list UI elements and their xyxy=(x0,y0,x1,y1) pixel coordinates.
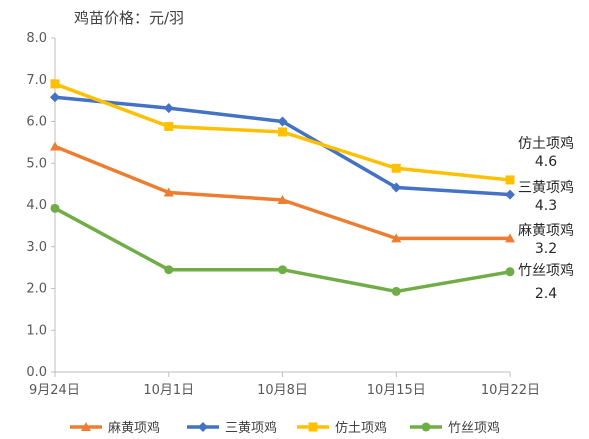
x-tick-label: 9月24日 xyxy=(29,383,80,398)
end-label-value: 4.6 xyxy=(535,154,557,170)
data-point xyxy=(505,175,515,185)
y-tick-label: 7.0 xyxy=(26,73,47,88)
x-tick-label: 10月22日 xyxy=(481,383,540,398)
data-point xyxy=(50,79,60,89)
legend-item: 三黄项鸡 xyxy=(187,420,277,436)
series-line xyxy=(53,95,512,197)
data-point xyxy=(505,189,515,200)
data-point xyxy=(391,286,401,296)
axes: 0.0 1.0 2.0 3.0 4.0 5.0 6.0 7.0 8.0 9月24日 10月1日 10月… xyxy=(26,31,540,398)
data-point xyxy=(163,187,174,197)
x-tick-label: 10月1日 xyxy=(143,383,194,398)
y-tick-label: 4.0 xyxy=(26,198,47,213)
series-2 xyxy=(50,92,515,200)
end-label-value: 4.3 xyxy=(535,198,557,214)
data-point xyxy=(81,422,91,431)
legend-label: 三黄项鸡 xyxy=(225,420,277,436)
data-point xyxy=(505,267,515,277)
legend-label: 竹丝项鸡 xyxy=(448,420,500,436)
data-point xyxy=(278,265,287,275)
data-point xyxy=(50,92,60,103)
data-point xyxy=(505,233,515,243)
series-layer xyxy=(50,79,515,296)
data-point xyxy=(50,141,60,151)
legend-item: 竹丝项鸡 xyxy=(410,420,500,436)
data-point xyxy=(50,203,60,213)
data-point xyxy=(164,122,174,132)
series-line xyxy=(53,206,512,294)
end-labels: 仿土项鸡 4.6 三黄项鸡 4.3 麻黄项鸡 3.2 竹丝项鸡 2.4 xyxy=(518,135,574,302)
y-tick-label: 8.0 xyxy=(26,31,47,46)
data-point xyxy=(277,194,288,204)
end-label-name: 三黄项鸡 xyxy=(518,179,574,196)
y-tick-label: 3.0 xyxy=(26,240,47,255)
data-point xyxy=(391,233,402,243)
series-1 xyxy=(50,141,515,243)
series-4 xyxy=(50,203,515,296)
end-label-name: 仿土项鸡 xyxy=(518,135,574,152)
y-tick-label: 6.0 xyxy=(26,115,47,130)
data-point xyxy=(164,265,174,275)
end-label-value: 2.4 xyxy=(535,286,557,302)
legend: 麻黄项鸡 三黄项鸡 仿土项鸡 竹丝项鸡 xyxy=(70,420,500,436)
series-3 xyxy=(50,79,515,185)
end-label-name: 麻黄项鸡 xyxy=(518,222,574,239)
data-point xyxy=(163,103,174,114)
data-point xyxy=(391,182,402,193)
y-tick-label: 5.0 xyxy=(26,156,47,171)
data-point xyxy=(277,116,288,127)
chart-title: 鸡苗价格：元/羽 xyxy=(74,9,184,27)
legend-label: 仿土项鸡 xyxy=(335,420,387,436)
data-point xyxy=(421,422,431,432)
data-point xyxy=(308,422,318,432)
end-label-name: 竹丝项鸡 xyxy=(518,262,574,279)
y-tick-label: 0.0 xyxy=(26,365,47,380)
x-tick-label: 10月15日 xyxy=(367,383,426,398)
end-label-value: 3.2 xyxy=(535,241,557,257)
x-tick-label: 10月8日 xyxy=(257,383,308,398)
legend-item: 仿土项鸡 xyxy=(297,420,387,436)
data-point xyxy=(198,422,208,432)
data-point xyxy=(278,127,287,137)
y-tick-label: 2.0 xyxy=(26,282,47,297)
legend-label: 麻黄项鸡 xyxy=(108,420,160,436)
legend-item: 麻黄项鸡 xyxy=(70,420,160,436)
series-line xyxy=(53,144,512,241)
y-tick-label: 1.0 xyxy=(26,323,47,338)
data-point xyxy=(391,163,401,173)
